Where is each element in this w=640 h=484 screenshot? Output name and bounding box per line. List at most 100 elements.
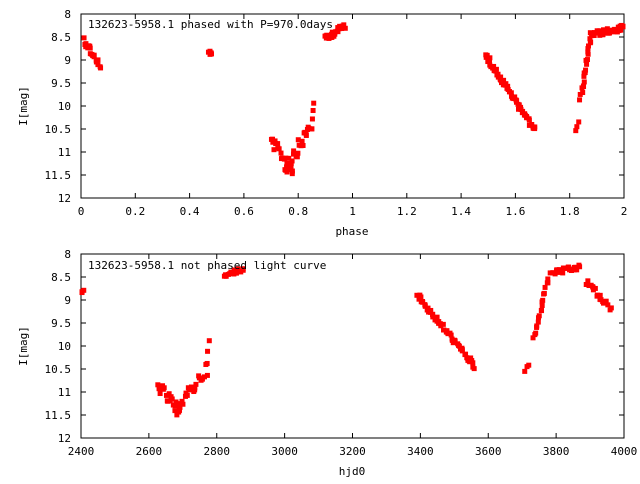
phased-data-point <box>498 77 504 83</box>
phased-x-tick-label: 0 <box>78 205 85 218</box>
phased-data-point <box>209 51 215 57</box>
unphased-data-point <box>201 374 207 380</box>
phased-data-point <box>597 32 603 38</box>
phased-data-point <box>581 79 587 85</box>
unphased-data-point <box>166 391 172 397</box>
unphased-data-point <box>530 335 536 341</box>
unphased-data-point <box>594 292 600 298</box>
unphased-data-point <box>565 264 571 270</box>
phased-data-point <box>580 83 586 89</box>
phased-data-point <box>309 126 315 132</box>
phased-data-point <box>486 58 492 64</box>
phased-data-point <box>295 150 301 156</box>
phased-x-tick-label: 0.8 <box>288 205 308 218</box>
unphased-data-point <box>456 343 462 349</box>
phased-data-point <box>583 67 589 73</box>
unphased-axes: 2400 2600 2800 3000 3200 3400 3600 3800 4000 8 8.5… <box>45 248 638 458</box>
phased-data-point <box>576 119 582 125</box>
phased-data-point <box>291 148 297 154</box>
unphased-y-tick-label: 9.5 <box>51 317 71 330</box>
phased-data-point <box>94 58 100 64</box>
phased-data-point <box>577 97 583 103</box>
unphased-data-point <box>192 385 198 391</box>
unphased-data-point <box>204 372 210 378</box>
phased-y-tick-label: 10 <box>58 100 71 113</box>
phased-data-point <box>300 143 306 149</box>
phased-data-point <box>285 167 291 173</box>
unphased-x-tick-label: 4000 <box>611 445 638 458</box>
unphased-data-point <box>434 314 440 320</box>
phased-y-tick-label: 11.5 <box>45 169 72 182</box>
unphased-y-tick-label: 10 <box>58 340 71 353</box>
unphased-data-point <box>81 287 87 293</box>
phased-axes: 0 0.2 0.4 0.6 0.8 1 1.2 1.4 1.6 1.8 2 8 8.5 9 9.5 10 10.… <box>45 8 628 218</box>
phased-data-point <box>573 128 579 134</box>
phased-data-point <box>306 125 312 131</box>
phased-data-point <box>584 61 590 67</box>
phased-data-point <box>284 160 290 166</box>
unphased-data-point <box>172 408 178 414</box>
unphased-data-point <box>541 290 547 296</box>
unphased-data-point <box>157 391 163 397</box>
unphased-data-point <box>420 298 426 304</box>
unphased-data-point <box>441 327 447 333</box>
unphased-data-point <box>414 292 420 298</box>
unphased-data-point <box>545 280 551 286</box>
unphased-data-point <box>177 404 183 410</box>
unphased-data-point <box>188 384 194 390</box>
phased-data-point <box>289 171 295 177</box>
phased-data-point <box>83 41 89 47</box>
unphased-data-point <box>231 267 237 273</box>
unphased-data-point <box>533 330 539 336</box>
phased-data-point <box>295 137 301 143</box>
unphased-data-point <box>204 360 210 366</box>
phased-data-point <box>309 116 315 122</box>
unphased-x-tick-label: 2400 <box>68 445 95 458</box>
phased-data-point <box>271 147 277 153</box>
unphased-data-point <box>179 398 185 404</box>
phased-data-point <box>587 30 593 36</box>
phased-y-tick-label: 8.5 <box>51 31 71 44</box>
phased-x-tick-label: 1.8 <box>560 205 580 218</box>
phased-data-point <box>581 70 587 76</box>
phased-data-point <box>286 155 292 161</box>
unphased-data-point <box>463 351 469 357</box>
unphased-data-point <box>553 268 559 274</box>
phased-data-point <box>498 74 504 80</box>
unphased-data-point <box>592 285 598 291</box>
phased-data-point <box>341 22 347 28</box>
unphased-y-tick-label: 11.5 <box>45 409 72 422</box>
unphased-data-point <box>163 392 169 398</box>
phased-data-point <box>594 28 600 34</box>
unphased-data-point <box>418 294 424 300</box>
phased-data-point <box>335 29 341 35</box>
phased-data-point <box>276 146 282 152</box>
phased-data-point <box>310 108 316 114</box>
phased-data-point <box>580 90 586 96</box>
unphased-data-point <box>235 269 241 275</box>
phased-data-point <box>491 63 497 69</box>
unphased-data-point <box>169 396 175 402</box>
phased-data-point <box>275 141 281 147</box>
phased-data-point <box>585 46 591 52</box>
unphased-data-point <box>180 401 186 407</box>
unphased-data-point <box>468 355 474 361</box>
phased-data-point <box>91 54 97 60</box>
unphased-data-point <box>585 278 591 284</box>
unphased-data-point <box>522 368 528 374</box>
phased-data-point <box>493 66 499 72</box>
unphased-data-point <box>536 313 542 319</box>
phased-data-point <box>283 155 289 161</box>
phased-y-tick-label: 8 <box>64 8 71 21</box>
unphased-x-tick-label: 2600 <box>136 445 163 458</box>
unphased-data-point <box>155 382 161 388</box>
phased-data-point <box>483 54 489 60</box>
phased-data-point <box>532 124 538 130</box>
unphased-x-tick-label: 3600 <box>475 445 502 458</box>
unphased-data-point <box>459 347 465 353</box>
unphased-data-point <box>526 362 532 368</box>
unphased-data-point <box>605 302 611 308</box>
unphased-data-point <box>608 305 614 311</box>
